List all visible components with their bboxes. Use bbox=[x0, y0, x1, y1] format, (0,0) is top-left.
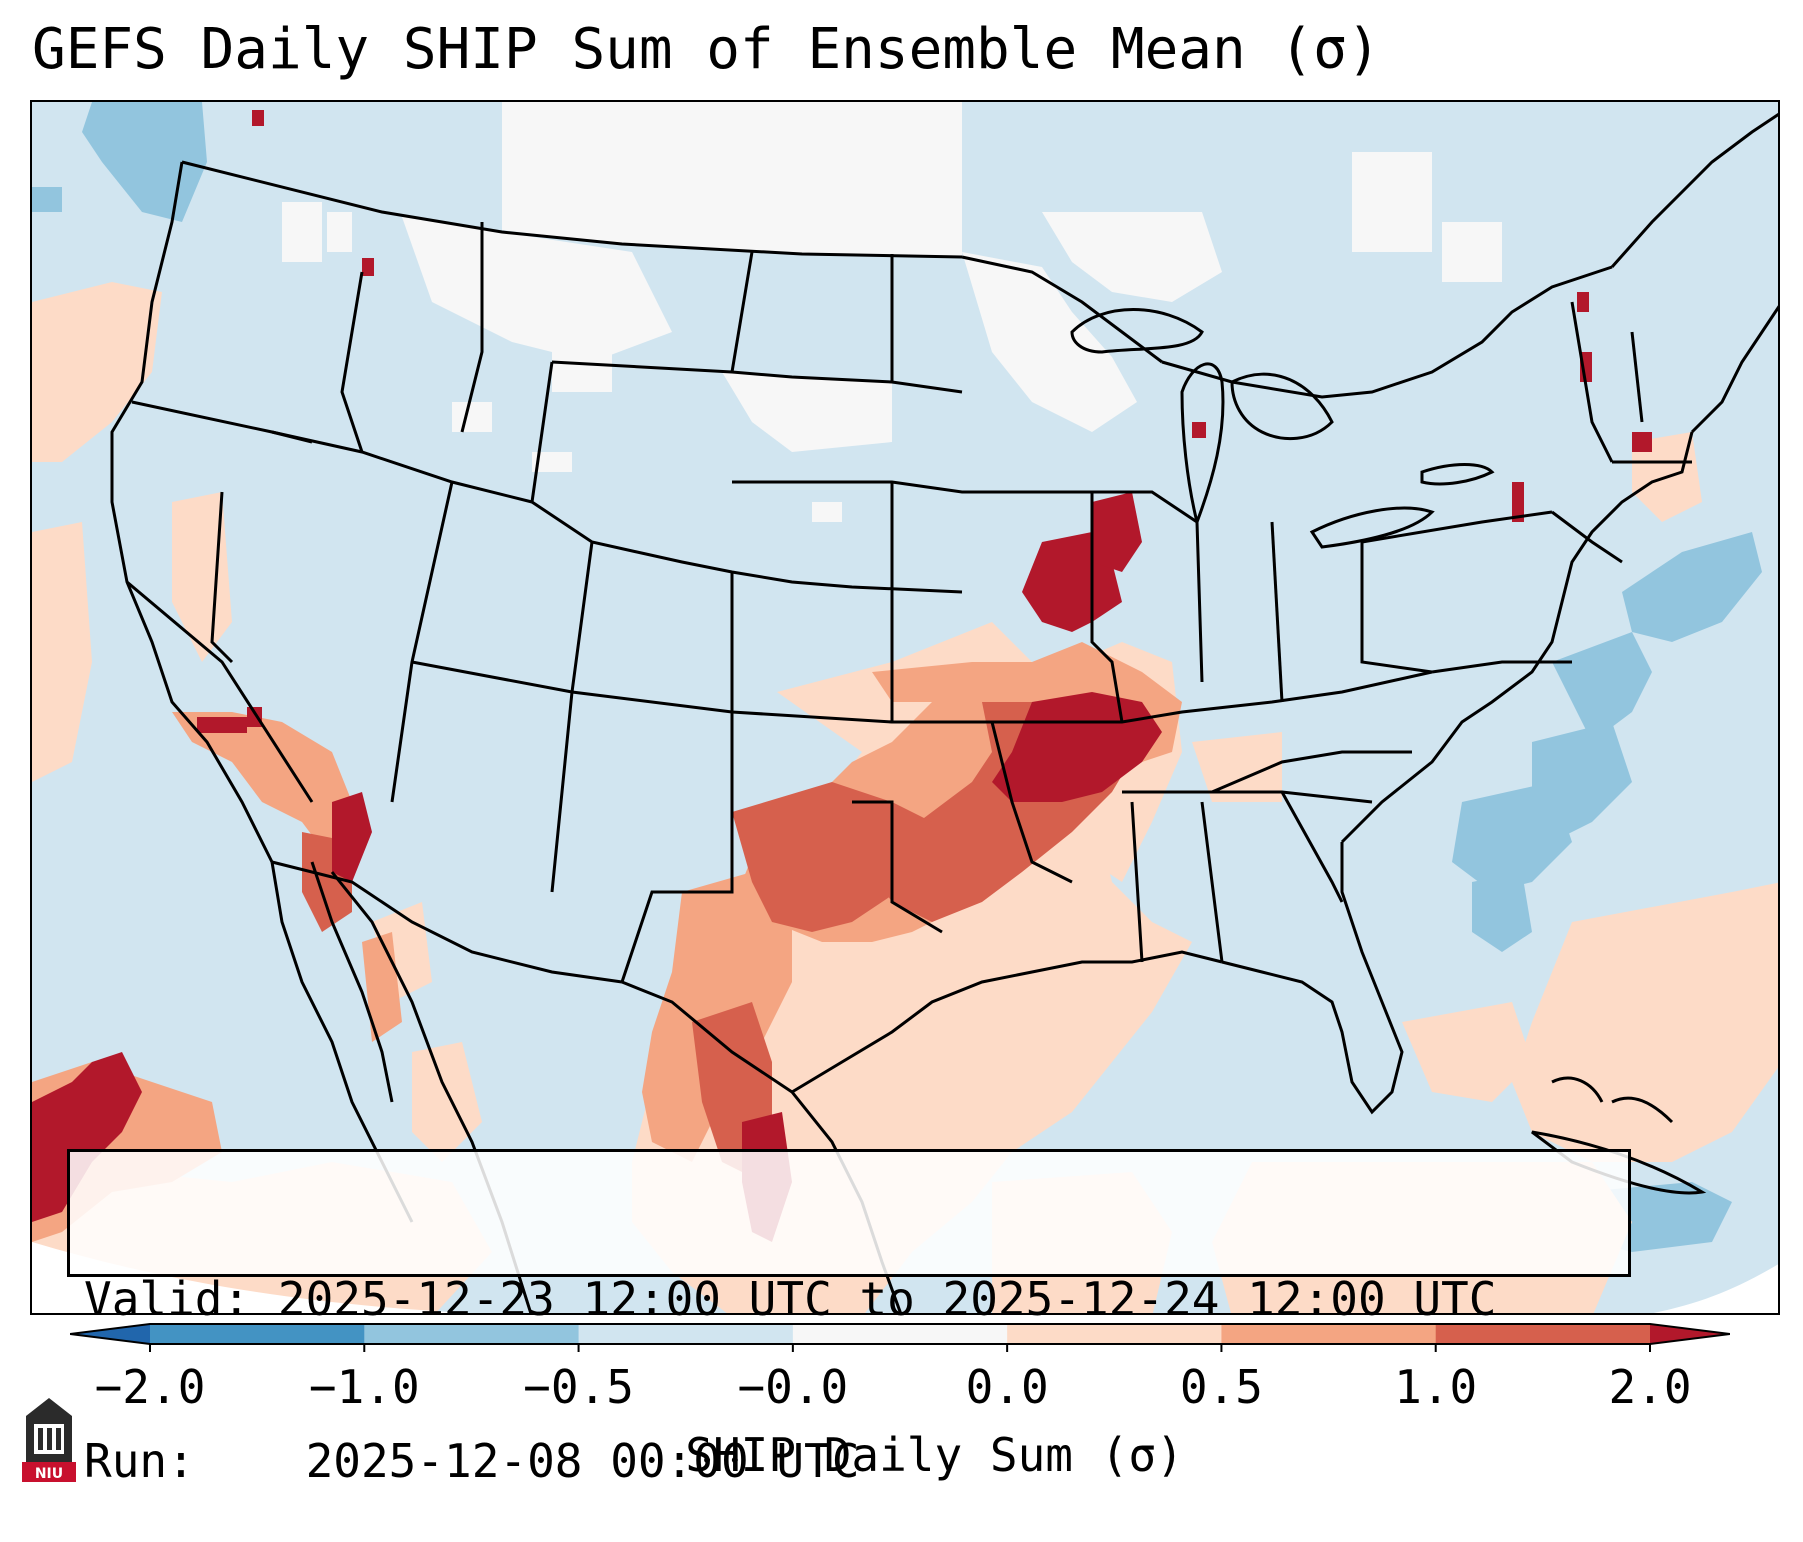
colorbar-label: SHIP Daily Sum (σ) bbox=[685, 1428, 1184, 1482]
colorbar-segment bbox=[364, 1324, 580, 1344]
colorbar-tick-label: −0.5 bbox=[523, 1360, 634, 1414]
colorbar-segment bbox=[792, 1324, 1008, 1344]
logo-text: NIU bbox=[35, 1466, 63, 1482]
valid-line: Valid: 2025-12-23 12:00 UTC to 2025-12-2… bbox=[84, 1272, 1628, 1326]
colorbar-segments bbox=[70, 1323, 1730, 1352]
near-zero-regions bbox=[282, 102, 1778, 1313]
niu-logo: NIU bbox=[22, 1398, 76, 1482]
colorbar-extend-low bbox=[70, 1324, 150, 1344]
projection-edge-left bbox=[32, 1242, 468, 1313]
colorbar-tick-label: −2.0 bbox=[94, 1360, 206, 1414]
run-label: Run: bbox=[84, 1434, 195, 1488]
colorbar-tick-label: −0.0 bbox=[737, 1360, 849, 1414]
colorbar-segment bbox=[1007, 1324, 1222, 1344]
negative-anomaly-regions bbox=[32, 102, 1762, 1252]
colorbar-segment bbox=[150, 1324, 365, 1344]
map-panel bbox=[30, 100, 1780, 1315]
colorbar-tick-label: 1.0 bbox=[1394, 1360, 1478, 1414]
run-value: 2025-12-08 00:00 UTC bbox=[305, 1434, 860, 1488]
map-title: GEFS Daily SHIP Sum of Ensemble Mean (σ) bbox=[32, 17, 1381, 82]
colorbar-tick-label: −1.0 bbox=[308, 1360, 420, 1414]
coastlines-and-borders bbox=[110, 112, 1778, 1313]
projection-edge-right bbox=[1653, 1264, 1778, 1313]
valid-run-info-box: Valid: 2025-12-23 12:00 UTC to 2025-12-2… bbox=[67, 1149, 1631, 1488]
colorbar-tick-label: 0.5 bbox=[1179, 1360, 1263, 1414]
colorbar-segment bbox=[1221, 1324, 1437, 1344]
valid-value: 2025-12-23 12:00 UTC to 2025-12-24 12:00… bbox=[277, 1272, 1497, 1326]
colorbar-extend-high bbox=[1650, 1324, 1730, 1344]
colorbar-segment bbox=[578, 1324, 794, 1344]
colorbar-tick-label: 2.0 bbox=[1608, 1360, 1692, 1414]
valid-label: Valid: bbox=[84, 1272, 251, 1326]
map-canvas bbox=[32, 102, 1778, 1313]
colorbar-segment bbox=[1435, 1324, 1651, 1344]
colorbar bbox=[70, 1323, 1730, 1352]
run-line: Run: 2025-12-08 00:00 UTC bbox=[84, 1434, 1628, 1488]
colorbar-tick-label: 0.0 bbox=[965, 1360, 1049, 1414]
